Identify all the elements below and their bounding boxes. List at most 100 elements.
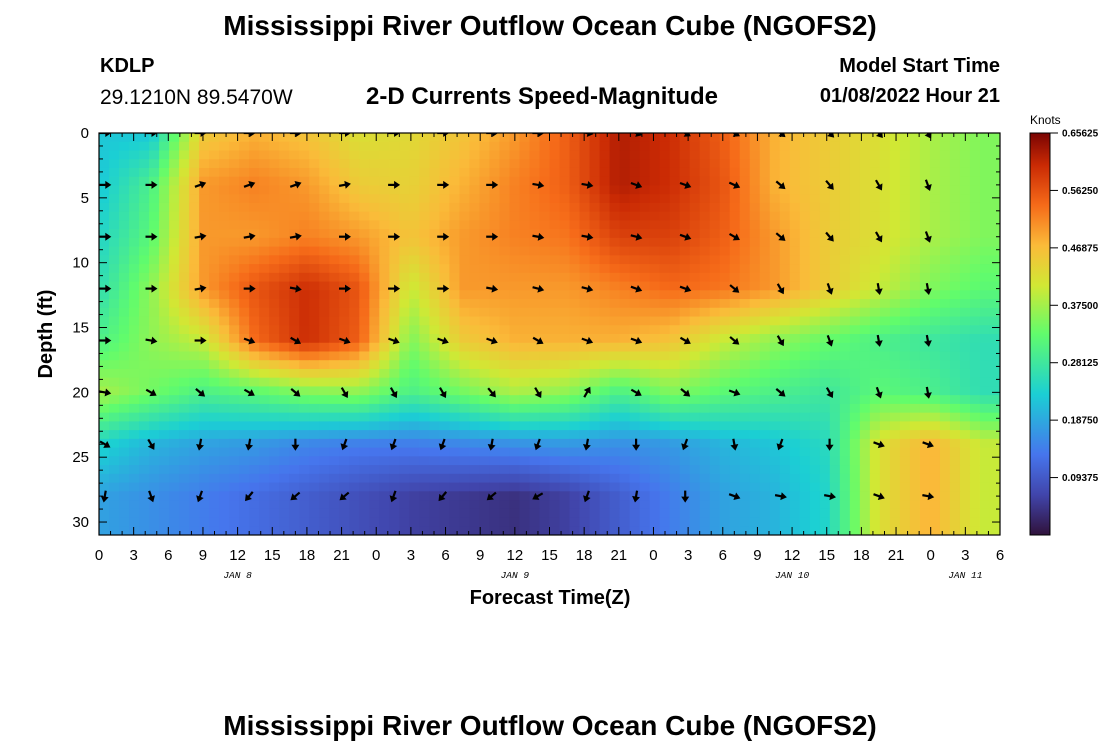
heat-cell [759,185,771,195]
heat-cell [879,438,891,449]
heat-cell [779,430,791,440]
heat-cell [489,281,501,291]
heat-cell [579,229,591,239]
heat-cell [719,281,731,291]
heat-cell [629,403,641,414]
heat-cell [279,150,290,160]
heat-cell [289,281,300,291]
heat-cell [109,176,120,187]
heat-cell [429,246,440,256]
heat-cell [639,421,651,431]
heat-cell [829,447,841,457]
heat-cell [719,133,731,143]
heat-cell [719,482,731,492]
heat-cell [679,325,691,335]
heat-cell [489,465,501,475]
heat-cell [919,447,931,457]
heat-cell [809,167,821,178]
heat-cell [659,351,671,361]
heat-cell [899,290,911,300]
heat-cell [489,360,501,370]
heat-cell [499,386,511,396]
x-tick-label: 0 [372,547,380,564]
heat-cell [519,299,531,309]
heat-cell [789,438,801,449]
heat-cell [529,281,541,291]
heat-cell [109,491,120,501]
heat-cell [109,430,120,440]
heat-cell [959,281,971,291]
heat-cell [889,412,901,422]
heat-cell [659,517,671,527]
heat-cell [549,185,561,195]
heat-cell [629,526,641,535]
heat-cell [289,316,300,326]
heat-cell [139,465,150,475]
heat-cell [129,342,140,353]
heat-cell [289,456,300,466]
current-arrow [388,336,400,345]
heat-cell [719,500,731,510]
heat-cell [939,360,951,370]
heat-cell [189,316,200,326]
heat-cell [829,456,841,466]
heat-cell [989,473,1000,484]
heat-cell [449,473,460,484]
heat-cell [659,229,671,239]
heat-cell [729,167,741,178]
heat-cell [119,395,130,405]
heat-cell [929,482,941,492]
current-arrow [389,490,398,503]
heat-cell [459,491,471,501]
heat-cell [169,237,180,248]
heat-cell [659,360,671,370]
heat-cell [699,325,711,335]
heat-cell [809,150,821,160]
heat-cell [149,351,160,361]
heat-cell [519,307,531,318]
heat-cell [399,150,410,160]
heat-cell [529,377,541,388]
heat-cell [499,229,511,239]
heat-cell [479,482,491,492]
heat-cell [779,176,791,187]
heat-cell [299,368,310,379]
heat-cell [769,176,781,187]
heat-cell [239,194,250,204]
heat-cell [569,159,581,169]
heat-cell [489,237,501,248]
heat-cell [529,202,541,213]
heat-cell [629,185,641,195]
heat-cell [989,255,1000,265]
heat-cell [249,246,260,256]
heat-cell [269,272,280,283]
heat-cell [249,430,260,440]
heat-cell [639,194,651,204]
heat-cell [139,377,150,388]
heat-cell [369,272,380,283]
heat-cell [379,438,390,449]
heat-cell [259,482,270,492]
heat-cell [909,133,921,143]
heat-cell [679,299,691,309]
heat-cell [939,377,951,388]
heat-cell [539,360,551,370]
current-arrow [145,284,158,293]
heat-cell [369,194,380,204]
heat-cell [169,386,180,396]
heat-cell [869,351,881,361]
heat-cell [459,141,471,152]
heat-cell [369,403,380,414]
heat-cell [129,281,140,291]
heat-cell [539,412,551,422]
heat-cell [239,185,250,195]
heat-cell [319,185,330,195]
heat-cell [129,412,140,422]
x-tick-label: 9 [753,547,761,564]
heat-cell [939,465,951,475]
heat-cell [429,264,440,274]
heat-cell [279,491,290,501]
heat-cell [539,377,551,388]
heat-cell [949,194,961,204]
heat-cell [629,229,641,239]
